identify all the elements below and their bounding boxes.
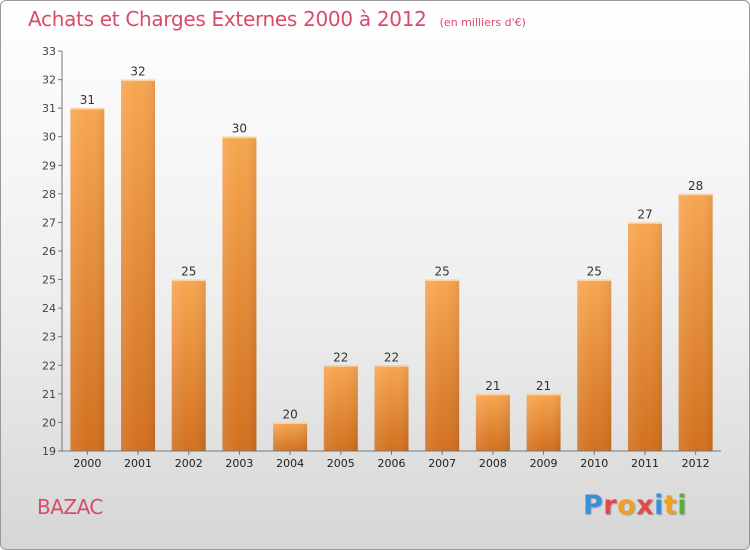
bar-shine [475, 393, 510, 451]
bars: 31 32 25 30 20 22 22 25 21 21 25 27 28 [70, 65, 713, 452]
data-label: 25 [181, 265, 196, 279]
bar-shine [627, 222, 662, 451]
bar-top-highlight [222, 136, 257, 139]
data-label: 22 [384, 350, 399, 364]
bar-top-highlight [678, 193, 713, 196]
x-tick-label: 2007 [428, 457, 456, 470]
bar-top-highlight [526, 393, 561, 396]
bar-shine [121, 79, 156, 452]
y-tick-label: 19 [42, 445, 56, 458]
bar-shine [171, 279, 206, 451]
data-label: 25 [587, 265, 602, 279]
y-tick-label: 20 [42, 416, 56, 429]
bar-top-highlight [577, 279, 612, 282]
chart-subtitle: (en milliers d'€) [439, 16, 526, 29]
x-tick-label: 2011 [631, 457, 659, 470]
bar-top-highlight [323, 365, 358, 367]
data-label: 22 [333, 350, 348, 364]
logo-letter: i [654, 490, 664, 521]
y-tick-label: 27 [42, 216, 56, 229]
y-tick-label: 22 [42, 359, 56, 372]
data-label: 21 [536, 379, 551, 393]
commune-name: BAZAC [37, 495, 103, 519]
proxiti-logo: Proxiti [583, 490, 687, 521]
y-tick-label: 28 [42, 188, 56, 201]
bar-top-highlight [627, 222, 662, 224]
bar-shine [374, 365, 409, 451]
bar-top-highlight [425, 279, 460, 282]
bar-shine [577, 279, 612, 451]
logo-letter: i [677, 490, 688, 521]
bar-shine [222, 136, 257, 451]
y-tick-label: 26 [42, 245, 56, 258]
y-tick-label: 23 [42, 331, 56, 344]
x-tick-label: 2001 [124, 457, 152, 470]
bar-top-highlight [273, 422, 308, 424]
data-label: 30 [232, 122, 247, 136]
data-label: 32 [130, 65, 145, 79]
x-tick-label: 2008 [479, 457, 507, 470]
y-tick-label: 33 [42, 45, 56, 58]
bar-top-highlight [121, 79, 156, 82]
title-line: Achats et Charges Externes 2000 à 2012 (… [28, 7, 526, 31]
bar-shine [425, 279, 460, 451]
logo-letter: x [636, 490, 655, 521]
y-tick-label: 30 [42, 131, 56, 144]
chart-title: Achats et Charges Externes 2000 à 2012 [28, 7, 427, 31]
x-tick-label: 2009 [530, 457, 558, 470]
x-tick-label: 2012 [682, 457, 710, 470]
data-label: 28 [688, 179, 703, 193]
bar-top-highlight [475, 393, 510, 396]
bar-top-highlight [374, 365, 409, 367]
x-tick-label: 2004 [276, 457, 304, 470]
x-tick-label: 2003 [225, 457, 253, 470]
x-tick-label: 2002 [175, 457, 203, 470]
x-tick-label: 2005 [327, 457, 355, 470]
y-tick-label: 32 [42, 74, 56, 87]
bar-top-highlight [70, 108, 105, 110]
y-tick-label: 21 [42, 388, 56, 401]
x-tick-label: 2006 [378, 457, 406, 470]
data-label: 27 [637, 207, 652, 221]
logo-letter: t [663, 490, 678, 521]
logo-letter: o [617, 490, 637, 521]
data-label: 21 [485, 379, 500, 393]
x-tick-label: 2000 [73, 457, 101, 470]
bar-shine [526, 393, 561, 451]
logo-letter: P [583, 490, 604, 521]
x-axis: 2000 2001 2002 2003 2004 2005 2006 2007 2008 2009… [62, 450, 721, 470]
bar-shine [70, 108, 105, 452]
y-tick-label: 29 [42, 159, 56, 172]
bar-shine [273, 422, 308, 451]
bar-shine [323, 365, 358, 451]
y-tick-label: 24 [42, 302, 56, 315]
bar-top-highlight [171, 279, 206, 282]
bar-shine [678, 193, 713, 451]
y-tick-label: 31 [42, 102, 56, 115]
data-label: 20 [282, 407, 297, 421]
y-tick-label: 25 [42, 274, 56, 287]
logo-letter: r [603, 490, 618, 521]
data-label: 25 [435, 265, 450, 279]
data-label: 31 [80, 93, 95, 107]
y-axis: 19 20 21 22 23 24 25 26 27 28 29 30 31 32 33 [42, 45, 63, 458]
x-tick-label: 2010 [580, 457, 608, 470]
